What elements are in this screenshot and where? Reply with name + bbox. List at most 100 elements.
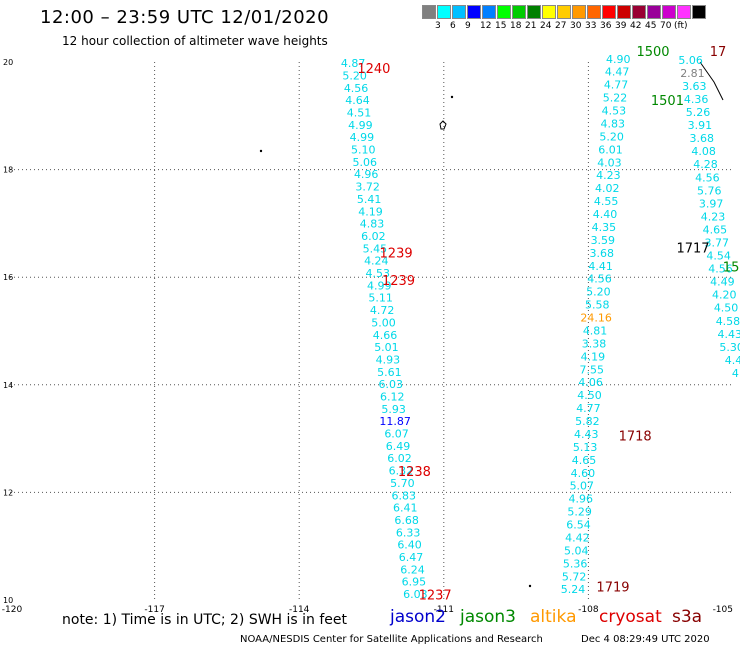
- legend-label: 36: [600, 21, 612, 31]
- legend-label: (ft): [674, 21, 688, 31]
- wave-height-value: 4.56: [344, 82, 369, 95]
- wave-height-value: 4.24: [364, 255, 389, 268]
- wave-height-value: 2.81: [680, 67, 705, 80]
- wave-height-value: 5.04: [564, 544, 589, 557]
- legend-swatch: [557, 5, 571, 19]
- satellite-jason2: jason2: [390, 607, 446, 627]
- legend-label: 21: [525, 21, 537, 31]
- wave-height-value: 4.40: [593, 208, 618, 221]
- wave-height-value: 5.07: [570, 480, 595, 493]
- wave-height-value: 6.47: [399, 551, 424, 564]
- wave-height-value: 4.65: [703, 223, 728, 236]
- legend-label: 9: [465, 21, 471, 31]
- wave-height-value: 4.56: [587, 273, 612, 286]
- wave-height-value: 6.41: [393, 502, 418, 515]
- x-tick-label: -117: [144, 605, 164, 615]
- coastline-segment: [699, 61, 724, 101]
- wave-height-value: 3.63: [682, 80, 707, 93]
- legend-swatch: [602, 5, 616, 19]
- wave-height-value: 4.19: [358, 205, 383, 218]
- altimeter-tracks: 4.875.204.564.644.514.994.995.105.064.96…: [341, 53, 740, 601]
- legend-label: 3: [435, 21, 441, 31]
- wave-height-value: 4.87: [341, 57, 366, 70]
- wave-height-value: 4: [732, 367, 739, 380]
- pass-time-label: 1238: [398, 465, 431, 480]
- wave-height-value: 4.51: [347, 106, 372, 119]
- wave-height-value: 5.72: [562, 570, 587, 583]
- wave-height-value: 3.38: [582, 337, 607, 350]
- wave-height-value: 5.30: [719, 341, 740, 354]
- wave-height-value: 5.06: [353, 156, 378, 169]
- satellite-s3a: s3a: [672, 607, 703, 627]
- wave-height-value: 5.82: [575, 415, 600, 428]
- wave-height-value: 4.77: [604, 79, 629, 92]
- legend-swatches: [422, 5, 707, 19]
- legend-label: 30: [570, 21, 582, 31]
- island-outline: [439, 120, 447, 130]
- wave-height-value: 4.53: [602, 105, 627, 118]
- legend-swatch: [452, 5, 466, 19]
- pass-time-labels: 1240 1239 1239 1238 1237 1500 1501 1717 1718 1719…: [357, 45, 739, 603]
- wave-height-value: 4.4: [725, 354, 740, 367]
- pass-time-label: 1717: [676, 242, 709, 257]
- wave-height-value: 4.02: [595, 182, 620, 195]
- legend-label: 33: [585, 21, 597, 31]
- wave-height-value: 5.70: [390, 477, 415, 490]
- y-tick-label: 16: [3, 273, 13, 282]
- wave-height-value: 5.76: [697, 184, 722, 197]
- wave-height-value: 4.93: [376, 353, 401, 366]
- legend-label: 42: [630, 21, 642, 31]
- satellite-altika: altika: [530, 607, 577, 627]
- legend-label: 39: [615, 21, 627, 31]
- wave-height-value: 4.20: [712, 289, 737, 302]
- legend-swatch: [437, 5, 451, 19]
- wave-height-value: 4.23: [596, 169, 621, 182]
- island-dot: [528, 584, 532, 588]
- wave-height-value: 4.99: [367, 279, 392, 292]
- wave-height-value: 5.29: [567, 506, 592, 519]
- x-tick-label: -120: [2, 605, 23, 615]
- wave-height-value: 4.83: [360, 218, 385, 231]
- wave-height-value: 4.43: [718, 328, 740, 341]
- satellite-cryosat: cryosat: [599, 607, 662, 627]
- legend-label: 15: [495, 21, 507, 31]
- legend-swatch: [587, 5, 601, 19]
- wave-height-value: 4.90: [606, 53, 631, 66]
- pass-time-label: 1240: [357, 62, 390, 77]
- wave-height-value: 5.11: [368, 292, 393, 305]
- wave-height-value: 4.56: [695, 171, 720, 184]
- pass-time-label: 1237: [419, 589, 452, 604]
- x-tick-label: -114: [289, 605, 310, 615]
- wave-height-value: 4.64: [345, 94, 370, 107]
- wave-height-value: 4.50: [577, 389, 602, 402]
- pass-time-label: 1239: [380, 246, 413, 261]
- wave-height-value: 5.24: [561, 583, 586, 596]
- wave-height-value: 5.10: [351, 144, 376, 157]
- pass-time-label: 15: [723, 260, 740, 275]
- legend-swatch: [617, 5, 631, 19]
- legend-swatch: [662, 5, 676, 19]
- legend-labels: 3 6 9 12 15 18 21 24 27 30 33 36 39 42 45 70 (ft): [422, 19, 707, 33]
- legend-label: 12: [480, 21, 492, 31]
- wave-height-value: 5.61: [377, 366, 402, 379]
- x-tick-label: -105: [713, 605, 733, 615]
- wave-height-value: 5.20: [342, 69, 367, 82]
- legend-label: 18: [510, 21, 522, 31]
- satellite-jason3: jason3: [460, 607, 516, 627]
- wave-height-value: 6.02: [361, 230, 386, 243]
- wave-height-value: 6.83: [392, 489, 417, 502]
- wave-height-value: 6.12: [380, 390, 405, 403]
- legend-swatch: [572, 5, 586, 19]
- wave-height-value: 7.55: [580, 363, 605, 376]
- wave-height-value: 5.58: [585, 299, 610, 312]
- wave-height-value: 4.81: [583, 324, 608, 337]
- y-tick-label: 12: [3, 488, 13, 497]
- wave-height-value: 6.54: [566, 519, 591, 532]
- wave-height-value: 4.23: [701, 210, 726, 223]
- legend-swatch: [692, 5, 706, 19]
- wave-height-value: 4.08: [691, 145, 716, 158]
- y-tick-label: 14: [3, 381, 13, 390]
- legend-swatch: [647, 5, 661, 19]
- legend-swatch: [677, 5, 691, 19]
